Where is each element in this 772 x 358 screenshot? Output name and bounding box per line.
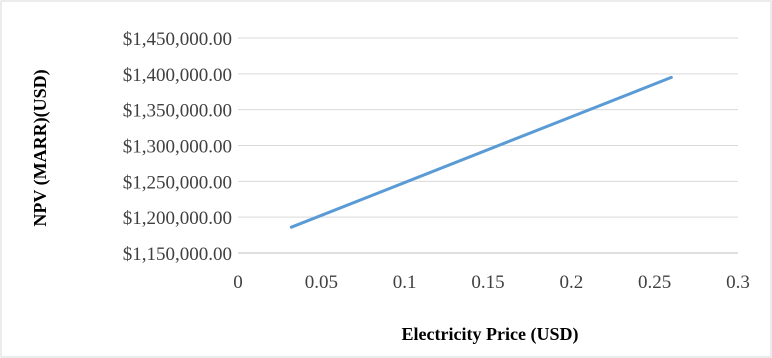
- y-tick-label: $1,250,000.00: [123, 172, 232, 193]
- series-group: [289, 75, 673, 229]
- y-tick-labels: $1,150,000.00 $1,200,000.00 $1,250,000.00 $…: [123, 29, 232, 265]
- series-line-0: [289, 75, 673, 229]
- x-tick-label: 0: [233, 272, 243, 293]
- y-axis-title: NPV (MARR)(USD): [30, 69, 51, 226]
- x-tick-label: 0.2: [559, 272, 583, 293]
- x-tick-label: 0.1: [393, 272, 417, 293]
- gridlines: [238, 37, 738, 218]
- y-tick-label: $1,350,000.00: [123, 101, 232, 122]
- x-tick-label: 0.05: [305, 272, 338, 293]
- y-tick-label: $1,200,000.00: [123, 208, 232, 229]
- x-tick-labels: 0 0.05 0.1 0.15 0.2 0.25 0.3: [233, 272, 750, 293]
- x-axis-title: Electricity Price (USD): [402, 324, 579, 345]
- x-tick-label: 0.15: [471, 272, 504, 293]
- y-tick-label: $1,300,000.00: [123, 137, 232, 158]
- x-tick-label: 0.3: [726, 272, 750, 293]
- x-tick-label: 0.25: [638, 272, 671, 293]
- y-tick-label: $1,150,000.00: [123, 244, 232, 265]
- y-tick-label: $1,450,000.00: [123, 29, 232, 50]
- y-tick-label: $1,400,000.00: [123, 65, 232, 86]
